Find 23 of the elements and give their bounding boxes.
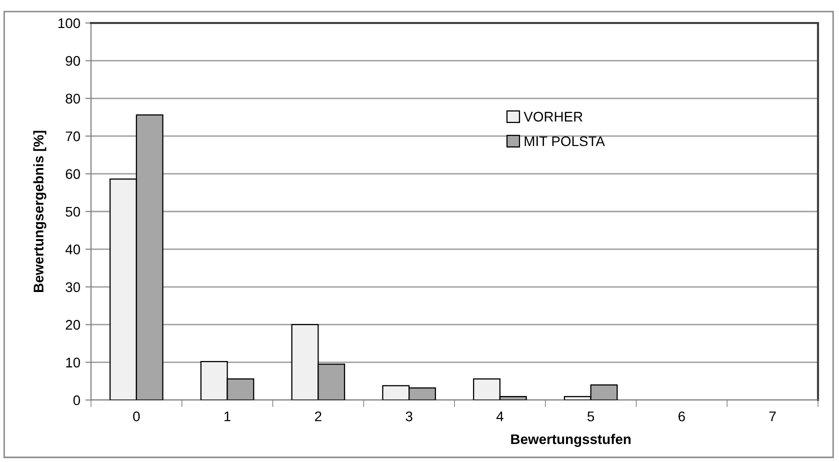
y-tick-label: 0: [73, 395, 80, 406]
y-tick-label: 30: [66, 282, 80, 292]
y-tick-label: 20: [66, 320, 80, 330]
legend-label: VORHER: [524, 112, 582, 122]
x-tick-label: 3: [406, 411, 412, 422]
x-tick-label: 4: [496, 412, 504, 422]
y-tick-label: 80: [66, 94, 80, 104]
x-tick-label: 0: [133, 411, 140, 422]
y-tick-label: 90: [66, 56, 80, 66]
x-tick-label: 1: [224, 412, 230, 422]
legend-label: MIT POLSTA: [524, 136, 605, 146]
x-tick-label: 5: [588, 412, 594, 422]
y-tick-label: 40: [65, 244, 80, 254]
x-tick-label: 2: [315, 411, 322, 422]
y-tick-label: 10: [66, 358, 80, 368]
y-tick-label: 100: [58, 18, 80, 28]
y-tick-label: 50: [66, 206, 80, 217]
x-axis-title: Bewertungsstufen: [511, 434, 631, 447]
x-tick-label: 7: [769, 412, 776, 422]
x-tick-label: 6: [678, 411, 685, 422]
y-axis-title: Bewertungsergebnis [%]: [33, 130, 46, 292]
y-tick-label: 60: [66, 169, 80, 179]
y-tick-label: 70: [66, 131, 80, 142]
